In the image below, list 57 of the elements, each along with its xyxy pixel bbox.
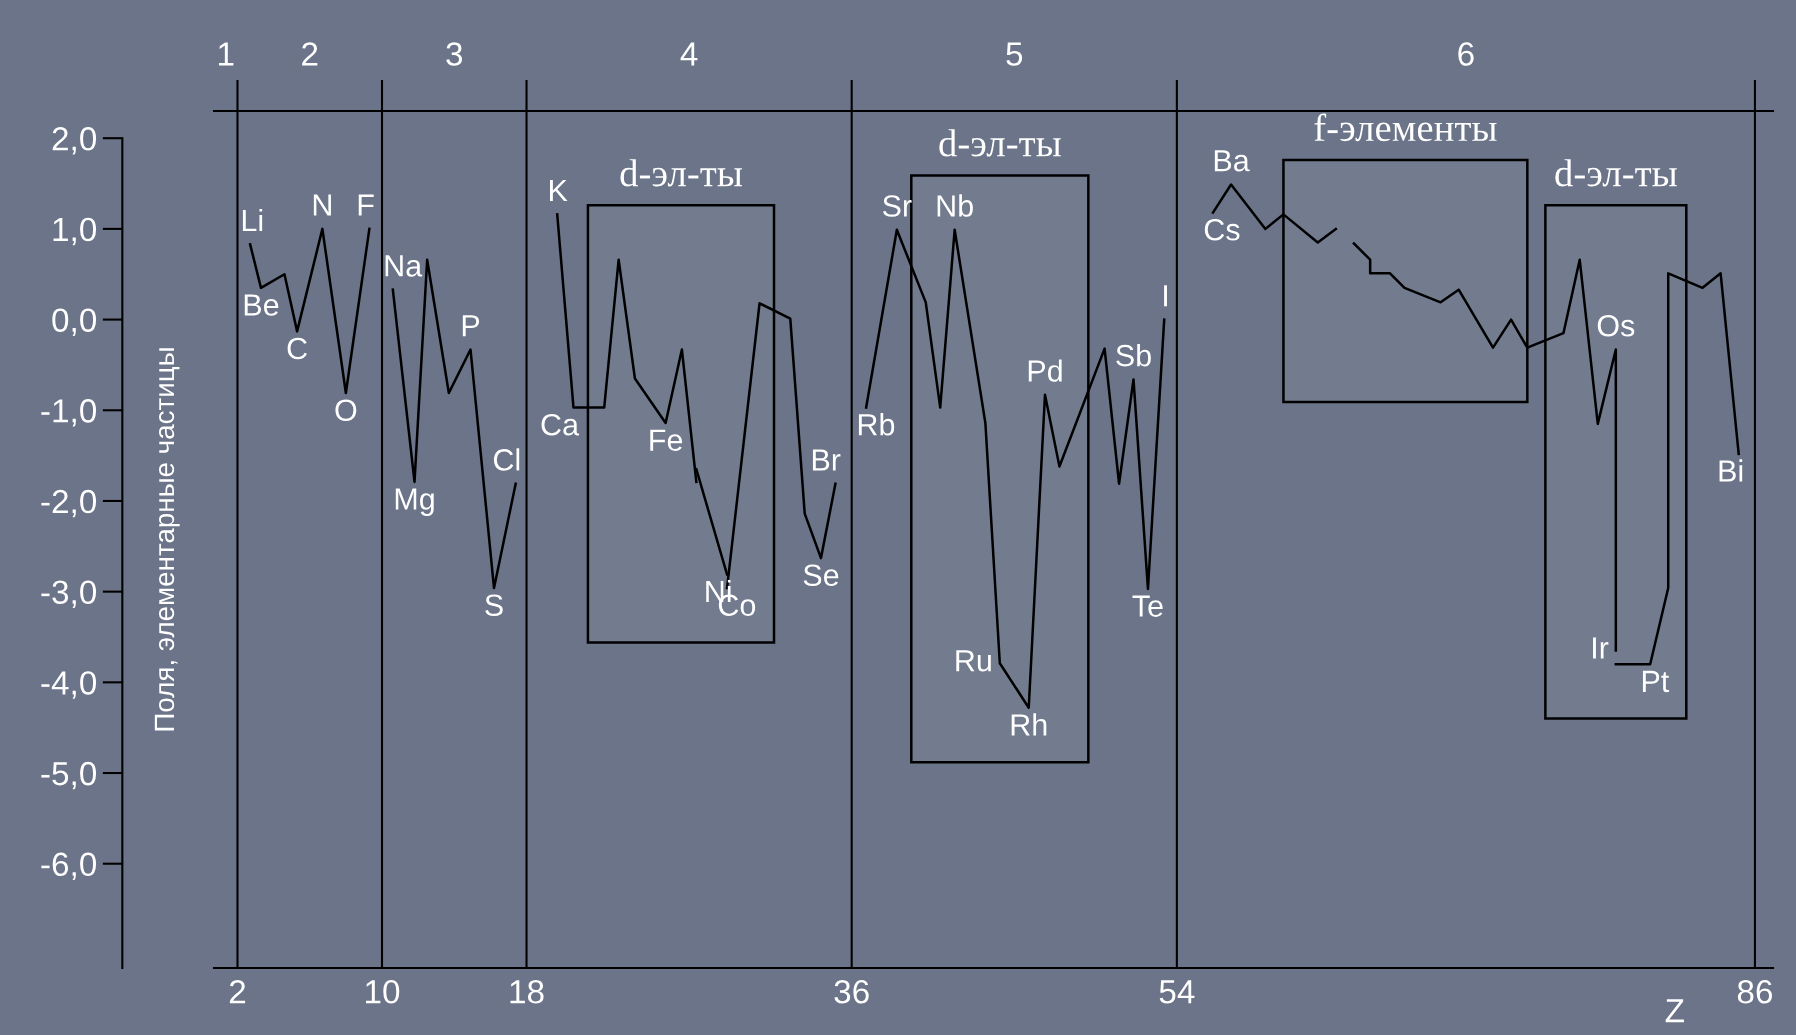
band-label: f-элементы [1314,113,1497,142]
text: 1 [219,42,234,66]
y-tick-label: -2,0 [41,489,97,518]
annotation: Te [1132,595,1163,617]
annotation: Ba [1214,150,1250,172]
annotation: Na [385,255,423,277]
x-tick-label: 18 [510,979,544,1004]
annotation: Os [1597,314,1635,337]
text: 5 [1006,42,1023,66]
annotation: Be [244,294,279,316]
annotation: Pd [1028,359,1062,382]
annotation: Nb [937,194,973,217]
annotation: P [462,315,480,337]
annotation: Mg [395,488,434,516]
annotation: Ru [956,650,991,672]
text: 4 [680,42,698,66]
band-label: d-эл-ты [620,159,743,187]
annotation: Pt [1642,670,1670,693]
y-tick-label: -1,0 [41,399,97,427]
annotation: N [313,194,331,216]
annotation: O [335,399,357,422]
annotation: Cs [1204,218,1240,241]
annotation: Br [812,449,841,471]
annotation: Li [242,208,263,232]
annotation: F [358,194,374,216]
y-axis-title: Поля, элементарные частицы [154,348,180,731]
band-label: d-эл-ты [939,129,1061,157]
x-axis-title: Z [1665,999,1684,1023]
annotation: Bi [1719,459,1743,482]
annotation: I [1164,285,1167,307]
x-tick-label: 10 [366,979,400,1004]
y-tick-label: 0,0 [52,308,97,336]
annotation: Ca [541,413,580,436]
text: 3 [446,42,463,66]
x-tick-label: 54 [1159,980,1195,1004]
annotation: Se [803,564,839,587]
annotation: Fe [650,429,683,451]
y-tick-label: 1,0 [53,217,97,246]
annotation: Rb [858,413,895,436]
y-tick-label: 2,0 [52,127,97,155]
x-tick-label: 2 [229,979,246,1004]
annotation: Sb [1116,344,1151,367]
y-tick-label: -5,0 [41,761,97,790]
annotation: K [550,180,568,202]
y-tick-label: -4,0 [41,671,97,699]
text: 2 [302,42,318,66]
x-tick-label: 36 [834,979,869,1004]
y-tick-label: -6,0 [41,852,97,881]
annotation: Cl [493,448,520,471]
text: 6 [1458,42,1474,66]
x-tick-label: 86 [1737,979,1773,1004]
band-label: d-эл-ты [1555,159,1677,187]
annotation: Ir [1593,637,1609,659]
annotation: Rh [1011,713,1047,736]
annotation: C [287,337,307,360]
y-tick-label: -3,0 [41,580,97,608]
annotation: S [485,594,503,617]
